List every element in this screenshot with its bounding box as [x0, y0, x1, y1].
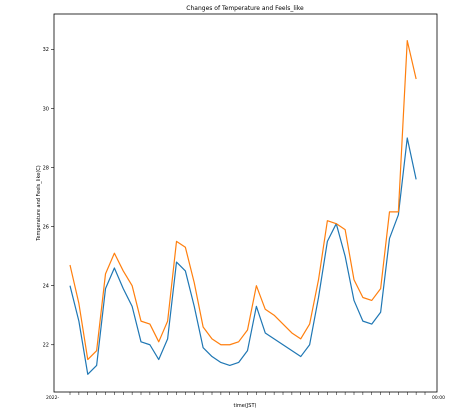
- y-axis-label: Temperature and Feels_like(C): [36, 165, 42, 242]
- x-last-tick-label: 00:00: [432, 395, 445, 401]
- chart-title: Changes of Temperature and Feels_like: [186, 5, 304, 12]
- plot-area: [53, 13, 438, 393]
- x-axis-label: time(JST): [234, 403, 257, 409]
- y-tick-label: 24: [43, 283, 49, 289]
- y-axis: 22 24 26 28 30 32: [43, 47, 54, 349]
- x-axis: [69, 392, 426, 395]
- y-tick-label: 26: [43, 224, 49, 230]
- series-line-2: [69, 39, 417, 361]
- y-tick-label: 22: [43, 343, 49, 349]
- x-first-tick-label: 2022-: [46, 395, 59, 401]
- y-tick-label: 30: [43, 106, 49, 112]
- y-tick-label: 28: [43, 165, 49, 171]
- series-line-1: [69, 137, 417, 375]
- series-lines: [69, 39, 417, 375]
- y-tick-label: 32: [43, 47, 49, 53]
